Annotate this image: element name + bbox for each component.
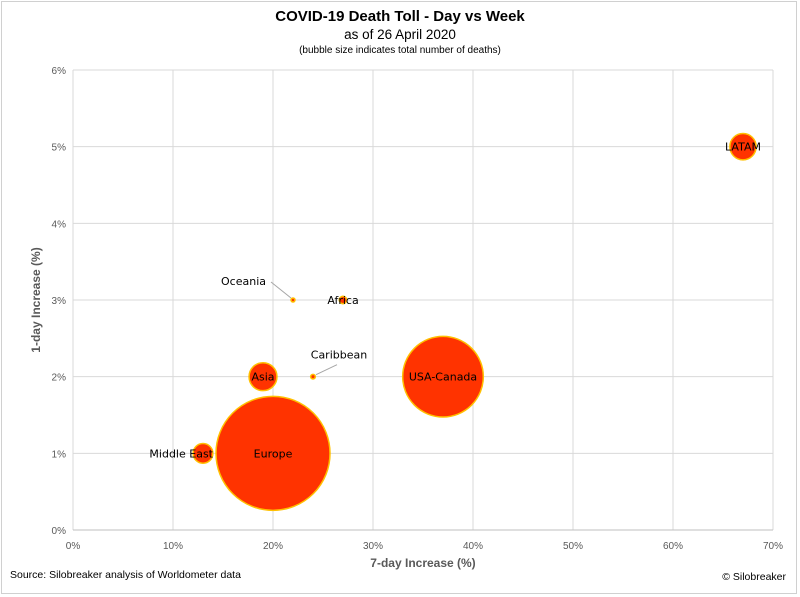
copyright-note: © Silobreaker [722, 571, 786, 583]
chart-title: COVID-19 Death Toll - Day vs Week [275, 8, 525, 25]
bubble [192, 442, 214, 464]
x-tick-label: 60% [663, 541, 683, 552]
x-tick-label: 0% [66, 541, 81, 552]
x-tick-label: 70% [763, 541, 783, 552]
bubble-label: Oceania [221, 275, 266, 288]
bubble [215, 395, 331, 512]
bubble [309, 373, 317, 380]
bubble [248, 361, 278, 392]
bubble-label: LATAM [725, 141, 761, 154]
bubble [729, 132, 757, 161]
y-tick-label: 1% [52, 449, 67, 460]
y-tick-label: 0% [52, 526, 67, 537]
y-tick-label: 6% [52, 66, 67, 77]
bubble [290, 297, 296, 303]
y-tick-label: 4% [52, 219, 67, 230]
x-tick-label: 20% [263, 541, 283, 552]
bubble-label: Middle East [149, 447, 213, 460]
source-note: Source: Silobreaker analysis of Worldome… [10, 569, 241, 581]
x-axis-title: 7-day Increase (%) [370, 556, 475, 570]
bubble-label: Asia [251, 371, 274, 384]
bubble-label: Europe [254, 447, 293, 460]
y-tick-label: 5% [52, 143, 67, 154]
x-tick-label: 40% [463, 541, 483, 552]
leader-line [270, 281, 292, 299]
bubble-label: Caribbean [311, 349, 367, 362]
x-tick-label: 50% [563, 541, 583, 552]
bubble [401, 335, 485, 418]
y-tick-label: 3% [52, 296, 67, 307]
x-tick-label: 30% [363, 541, 383, 552]
bubble-label: USA-Canada [409, 371, 477, 384]
x-tick-label: 10% [163, 541, 183, 552]
leader-line [315, 364, 338, 376]
bubble [338, 295, 348, 305]
chart-note: (bubble size indicates total number of d… [299, 45, 501, 56]
chart-subtitle: as of 26 April 2020 [344, 27, 456, 42]
y-tick-label: 2% [52, 373, 67, 384]
y-axis-title: 1-day Increase (%) [29, 247, 43, 352]
bubble-label: Africa [327, 294, 358, 307]
